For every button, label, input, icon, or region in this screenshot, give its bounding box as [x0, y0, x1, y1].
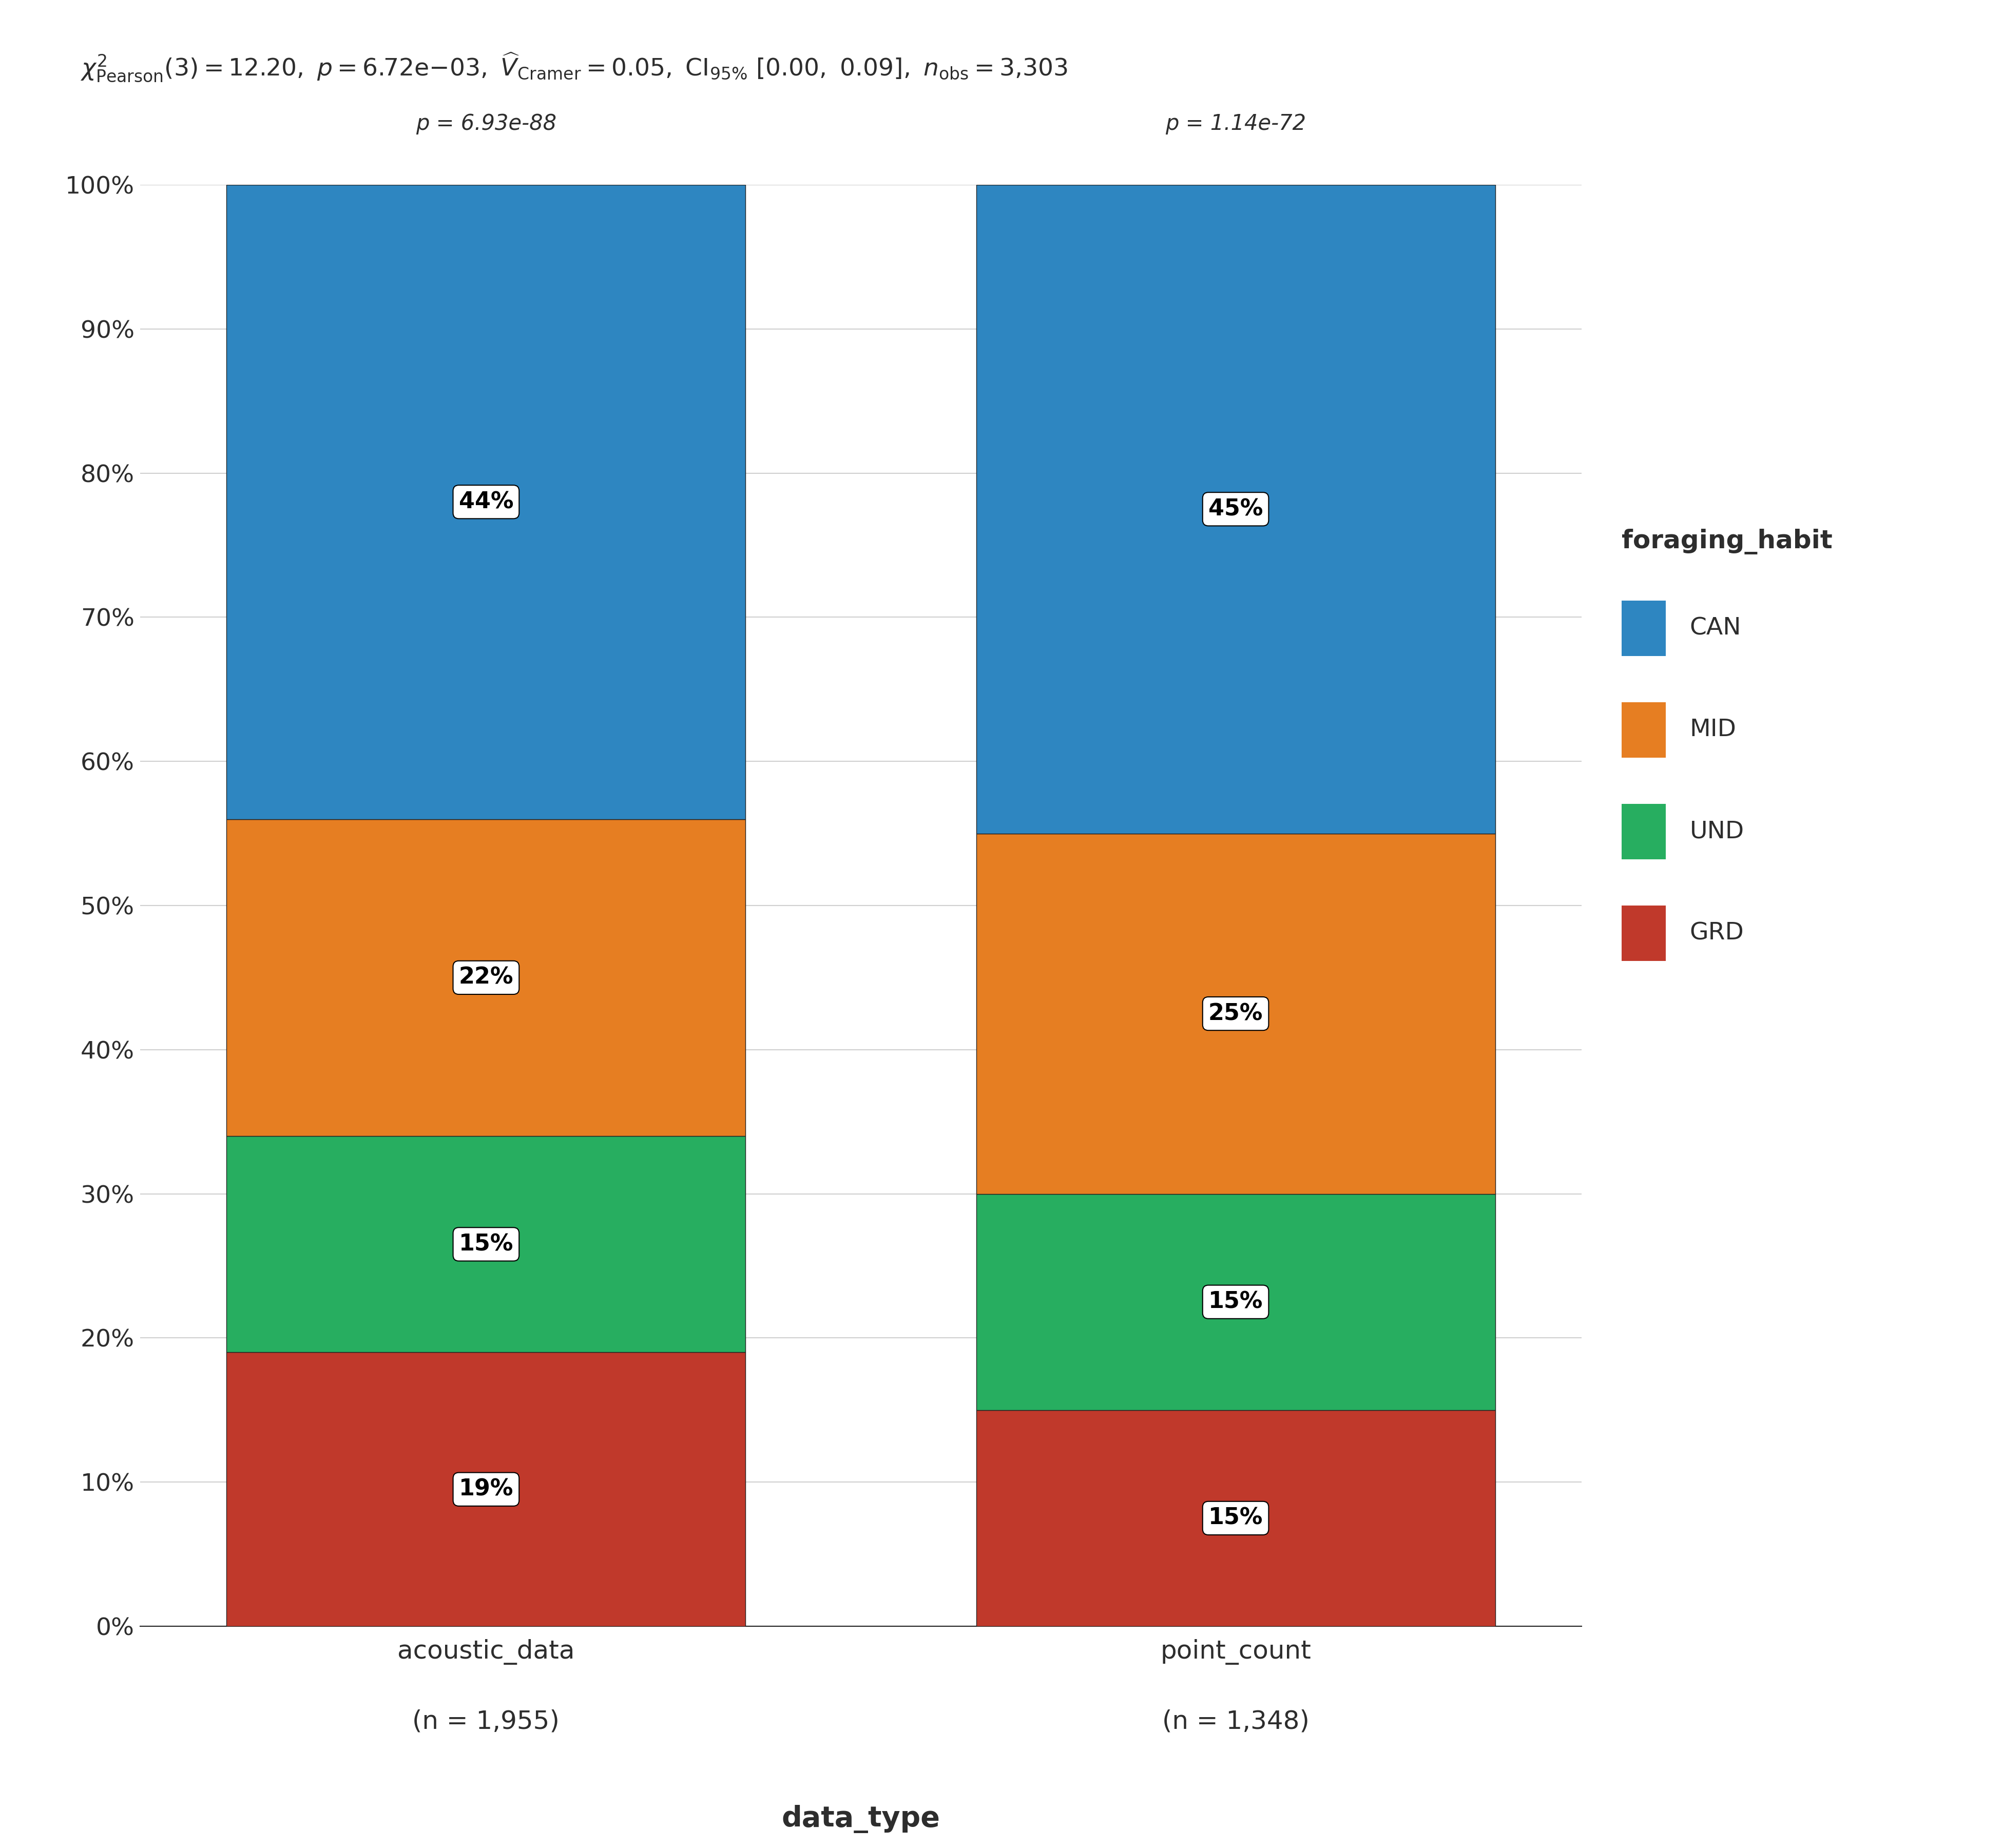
- Bar: [977, 1194, 1495, 1410]
- Text: GRD: GRD: [1690, 922, 1744, 944]
- Text: foraging_habit: foraging_habit: [1622, 529, 1832, 554]
- Bar: [977, 1410, 1495, 1626]
- Text: p = 1.14e-72: p = 1.14e-72: [1165, 113, 1305, 135]
- Text: 15%: 15%: [458, 1233, 513, 1255]
- Text: 19%: 19%: [458, 1478, 513, 1501]
- Bar: [226, 819, 745, 1137]
- Text: 45%: 45%: [1209, 499, 1263, 519]
- Bar: [226, 1137, 745, 1353]
- Text: UND: UND: [1690, 821, 1744, 843]
- Bar: [226, 1353, 745, 1626]
- Bar: [226, 185, 745, 819]
- Text: 15%: 15%: [1209, 1508, 1263, 1528]
- Text: 22%: 22%: [458, 967, 513, 989]
- Text: 15%: 15%: [1209, 1292, 1263, 1312]
- Text: 44%: 44%: [458, 492, 513, 514]
- Text: p = 6.93e-88: p = 6.93e-88: [416, 113, 557, 135]
- Bar: [977, 833, 1495, 1194]
- Bar: [977, 185, 1495, 833]
- Text: MID: MID: [1690, 719, 1736, 741]
- Text: 25%: 25%: [1209, 1003, 1263, 1024]
- Text: $\chi^2_{\mathrm{Pearson}}(3) = 12.20,$$\ p = 6.72\mathrm{e}{-}03,$$\ \widehat{V: $\chi^2_{\mathrm{Pearson}}(3) = 12.20,$$…: [80, 52, 1067, 83]
- X-axis label: data_type: data_type: [781, 1805, 941, 1833]
- Text: CAN: CAN: [1690, 617, 1742, 639]
